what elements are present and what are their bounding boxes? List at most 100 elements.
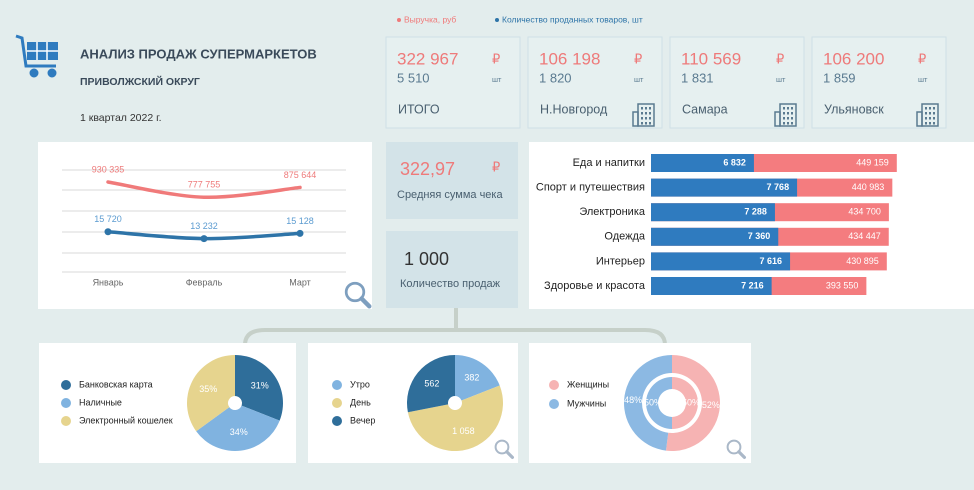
building-window — [649, 117, 651, 120]
sales-count-value: 1 000 — [404, 249, 449, 269]
legend-label: Мужчины — [567, 398, 606, 408]
kpi-name: Ульяновск — [824, 102, 884, 116]
x-tick-label: Январь — [93, 277, 124, 287]
pie-slice — [624, 355, 672, 451]
building-window — [787, 112, 789, 115]
building-window — [925, 107, 927, 110]
bar — [651, 227, 779, 246]
bar-label: 434 700 — [848, 207, 881, 217]
slice-label: 48% — [624, 395, 642, 405]
point — [104, 228, 112, 236]
subtitle: ПРИВОЛЖСКИЙ ОКРУГ — [80, 75, 200, 88]
data-label: 15 128 — [286, 216, 314, 226]
kpi-card — [811, 36, 947, 129]
kpi-card — [385, 36, 521, 129]
kpi-currency: ₽ — [918, 51, 926, 66]
legend-dot — [495, 18, 499, 22]
bar — [651, 178, 798, 197]
legend-dot — [61, 416, 71, 426]
building-window — [787, 107, 789, 110]
pie-slice — [455, 355, 500, 401]
average-check-value: 322,97 — [400, 159, 455, 179]
building-window — [783, 122, 785, 125]
magnifier-icon — [359, 296, 372, 309]
building-window — [641, 107, 643, 110]
slice-label: 52% — [702, 400, 720, 410]
slice-label: 34% — [230, 427, 248, 437]
magnifier-icon — [737, 450, 747, 459]
legend-dot — [332, 380, 342, 390]
point — [200, 235, 208, 243]
building-window — [645, 122, 647, 125]
bar-label: 430 895 — [846, 256, 879, 266]
building-window — [929, 112, 931, 115]
bar-label: 6 832 — [723, 157, 746, 167]
category-label: Одежда — [604, 231, 646, 243]
x-tick-label: Март — [289, 277, 311, 287]
building-window — [645, 107, 647, 110]
connector — [243, 308, 667, 346]
legend-dot — [332, 416, 342, 426]
kpi-revenue: 322 967 — [397, 49, 458, 68]
kpi-currency: ₽ — [634, 51, 642, 66]
legend-dot — [332, 398, 342, 408]
data-label: 930 335 — [92, 164, 125, 174]
x-tick-label: Февраль — [186, 277, 223, 287]
building-window — [929, 107, 931, 110]
building-icon — [632, 111, 639, 127]
building-window — [933, 122, 935, 125]
data-label: 15 720 — [94, 214, 122, 224]
building-window — [791, 107, 793, 110]
bar — [651, 154, 754, 172]
category-label: Спорт и путешествия — [536, 182, 645, 194]
kpi-currency: ₽ — [776, 51, 784, 66]
kpi-unit: шт — [492, 75, 502, 84]
legend-dot — [397, 18, 401, 22]
bar-label: 7 616 — [760, 256, 783, 266]
kpi-name: Н.Новгород — [540, 102, 608, 116]
building-window — [649, 107, 651, 110]
category-label: Здоровье и красота — [544, 280, 646, 292]
average-check-label: Средняя сумма чека — [397, 189, 503, 201]
kpi-quantity: 1 831 — [681, 70, 714, 85]
magnifier-icon — [726, 439, 742, 455]
legend-label: Женщины — [567, 379, 609, 389]
bar-label: 393 550 — [826, 280, 859, 290]
magnifier-icon — [494, 439, 510, 455]
pie-slice — [646, 377, 672, 429]
category-label: Интерьер — [596, 255, 645, 267]
kpi-unit: шт — [634, 75, 644, 84]
kpi-unit: шт — [918, 75, 928, 84]
legend-label: День — [350, 397, 371, 407]
title: АНАЛИЗ ПРОДАЖ СУПЕРМАРКЕТОВ — [80, 46, 317, 61]
slice-label: 1 058 — [452, 426, 475, 436]
bar-label: 7 216 — [741, 280, 764, 290]
legend-label: Наличные — [79, 397, 122, 407]
kpi-quantity: 1 820 — [539, 70, 572, 85]
building-window — [925, 122, 927, 125]
bar-label: 440 983 — [852, 182, 885, 192]
building-window — [641, 112, 643, 115]
kpi-quantity: 1 859 — [823, 70, 856, 85]
legend-label: Выручка, руб — [404, 14, 456, 24]
pie-slice — [407, 385, 503, 451]
kpi-revenue: 106 198 — [539, 49, 600, 68]
building-window — [791, 112, 793, 115]
building-window — [783, 107, 785, 110]
legend-label: Количество проданных товаров, шт — [502, 14, 643, 24]
currency: ₽ — [492, 159, 500, 174]
bar-label: 449 159 — [856, 157, 889, 167]
building-window — [649, 122, 651, 125]
kpi-card — [669, 36, 805, 129]
legend-dot — [549, 380, 559, 390]
bar — [651, 252, 791, 271]
sales-count-label: Количество продаж — [400, 278, 501, 290]
magnifier-icon — [344, 281, 366, 303]
bar-label: 7 768 — [767, 182, 790, 192]
building-window — [929, 122, 931, 125]
building-window — [645, 112, 647, 115]
slice-label: 31% — [251, 381, 269, 391]
building-window — [783, 112, 785, 115]
building-window — [645, 117, 647, 120]
